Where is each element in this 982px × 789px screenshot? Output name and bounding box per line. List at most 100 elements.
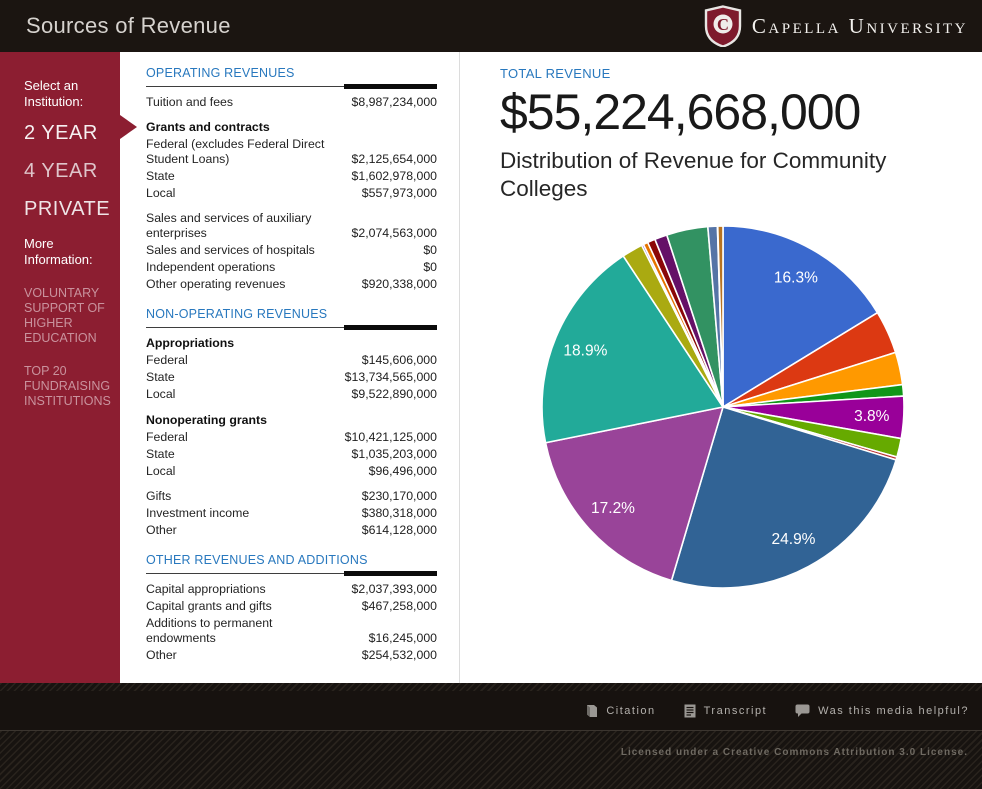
footer-license-area: Licensed under a Creative Commons Attrib… [0,730,982,789]
row-value: $920,338,000 [361,277,437,292]
row-label: Capital grants and gifts [146,599,272,614]
section-header-bar [344,570,437,576]
pie-label: 17.2% [591,500,635,517]
table-row: Sales and services of auxiliary enterpri… [146,210,437,242]
row-value: $2,037,393,000 [351,582,437,597]
row-value: $96,496,000 [368,463,437,478]
table-row: State $1,035,203,000 [146,445,437,462]
pie-label: 18.9% [563,342,607,359]
pie-label: 3.8% [854,408,890,425]
sidebar-link-voluntary-support[interactable]: VOLUNTARY SUPPORT OF HIGHER EDUCATION [24,286,105,345]
citation-button[interactable]: Citation [585,704,655,718]
row-label: Local [146,387,176,402]
row-value: $9,522,890,000 [351,387,437,402]
table-row: Grants and contracts [146,119,437,136]
row-label: Sales and services of auxiliary enterpri… [146,211,312,240]
row-value: $8,987,234,000 [351,95,437,110]
section-title: NON-OPERATING REVENUES [146,307,437,330]
row-value: $1,035,203,000 [351,446,437,461]
table-row: Additions to permanent endowments $16,245… [146,615,437,647]
table-section: NON-OPERATING REVENUES Appropriations Fede… [146,307,437,539]
row-label: Sales and services of hospitals [146,242,315,257]
logo-wordmark: Capella University [751,13,968,38]
revenue-table: OPERATING REVENUES Tuition and fees $8,987… [120,52,460,683]
table-row: Capital appropriations $2,037,393,000 [146,581,437,598]
row-label: State [146,370,175,385]
row-value: $2,074,563,000 [351,225,437,240]
table-row: State $1,602,978,000 [146,168,437,185]
row-value: $13,734,565,000 [344,370,437,385]
pie-slice[interactable] [722,225,879,408]
table-section: OPERATING REVENUES Tuition and fees $8,987… [146,66,437,293]
table-row: Investment income $380,318,000 [146,505,437,522]
table-row: Other $254,532,000 [146,647,437,664]
table-row: Tuition and fees $8,987,234,000 [146,94,437,111]
table-row: Federal $10,421,125,000 [146,428,437,445]
media-helpful-label: Was this media helpful? [818,704,969,717]
table-row: Local $557,973,000 [146,185,437,202]
media-helpful-button[interactable]: Was this media helpful? [795,704,969,717]
table-row: Sales and services of hospitals $0 [146,242,437,259]
row-label: Local [146,463,176,478]
page-title: Sources of Revenue [26,13,231,38]
table-row: Gifts $230,170,000 [146,488,437,505]
row-value: $145,606,000 [361,353,437,368]
pie-label: 24.9% [772,531,816,548]
table-row: Appropriations [146,335,437,352]
row-value: $10,421,125,000 [344,429,437,444]
row-label: Additions to permanent endowments [146,616,273,645]
section-header-bar [344,324,437,330]
row-label: Grants and contracts [146,120,270,135]
select-institution-label: Select an Institution: [24,78,84,109]
row-label: Appropriations [146,336,235,351]
row-value: $380,318,000 [361,505,437,520]
pie-slice[interactable] [544,406,724,582]
pie-slice[interactable] [541,255,724,444]
citation-label: Citation [606,704,656,717]
chart-title: Distribution of Revenue for Community Co… [500,148,887,201]
content-area: Select an Institution: 2 YEAR 4 YEAR PRI… [0,52,982,683]
row-value: $0 [423,259,437,274]
footer-top-stripe [0,683,982,691]
selected-item-arrow-icon [120,115,137,139]
transcript-button[interactable]: Transcript [684,704,768,718]
table-row: Local $96,496,000 [146,463,437,480]
shield-icon: C [704,5,742,47]
citation-book-icon [587,704,598,717]
section-header-bar [344,84,437,89]
row-label: Investment income [146,505,250,520]
sidebar: Select an Institution: 2 YEAR 4 YEAR PRI… [0,52,120,683]
row-label: Gifts [146,488,172,503]
sidebar-link-top20-fundraising[interactable]: TOP 20 FUNDRAISING INSTITUTIONS [24,364,111,408]
sidebar-item-private[interactable]: PRIVATE [24,198,111,220]
app-header: Sources of Revenue C Capella University [0,0,982,52]
transcript-doc-icon [684,704,696,717]
pie-slice[interactable] [670,406,897,589]
sidebar-item-2year[interactable]: 2 YEAR [24,122,98,144]
table-row: Federal (excludes Federal Direct Student… [146,136,437,168]
row-label: Federal [146,429,188,444]
row-label: Capital appropriations [146,582,266,597]
table-row: State $13,734,565,000 [146,369,437,386]
pie-slice[interactable] [716,225,724,408]
row-label: Other [146,647,177,662]
transcript-label: Transcript [703,704,768,717]
sidebar-item-4year[interactable]: 4 YEAR [24,160,98,182]
table-section: OTHER REVENUES AND ADDITIONS Capital appr… [146,553,437,664]
row-label: Other [146,523,177,538]
row-value: $557,973,000 [361,186,437,201]
table-row: Nonoperating grants [146,411,437,428]
table-row: Capital grants and gifts $467,258,000 [146,598,437,615]
row-label: Other operating revenues [146,277,286,292]
footer: Citation Transcript [0,683,982,789]
table-row: Other $614,128,000 [146,522,437,539]
row-label: Tuition and fees [146,95,234,110]
section-title: OPERATING REVENUES [146,66,437,89]
row-value: $467,258,000 [361,599,437,614]
total-revenue-value: $55,224,668,000 [500,84,861,140]
row-label: Federal (excludes Federal Direct Student… [146,137,325,166]
row-label: State [146,446,175,461]
footer-toolbar: Citation Transcript [0,691,982,730]
chart-panel: TOTAL REVENUE $55,224,668,000 Distributi… [460,52,982,683]
